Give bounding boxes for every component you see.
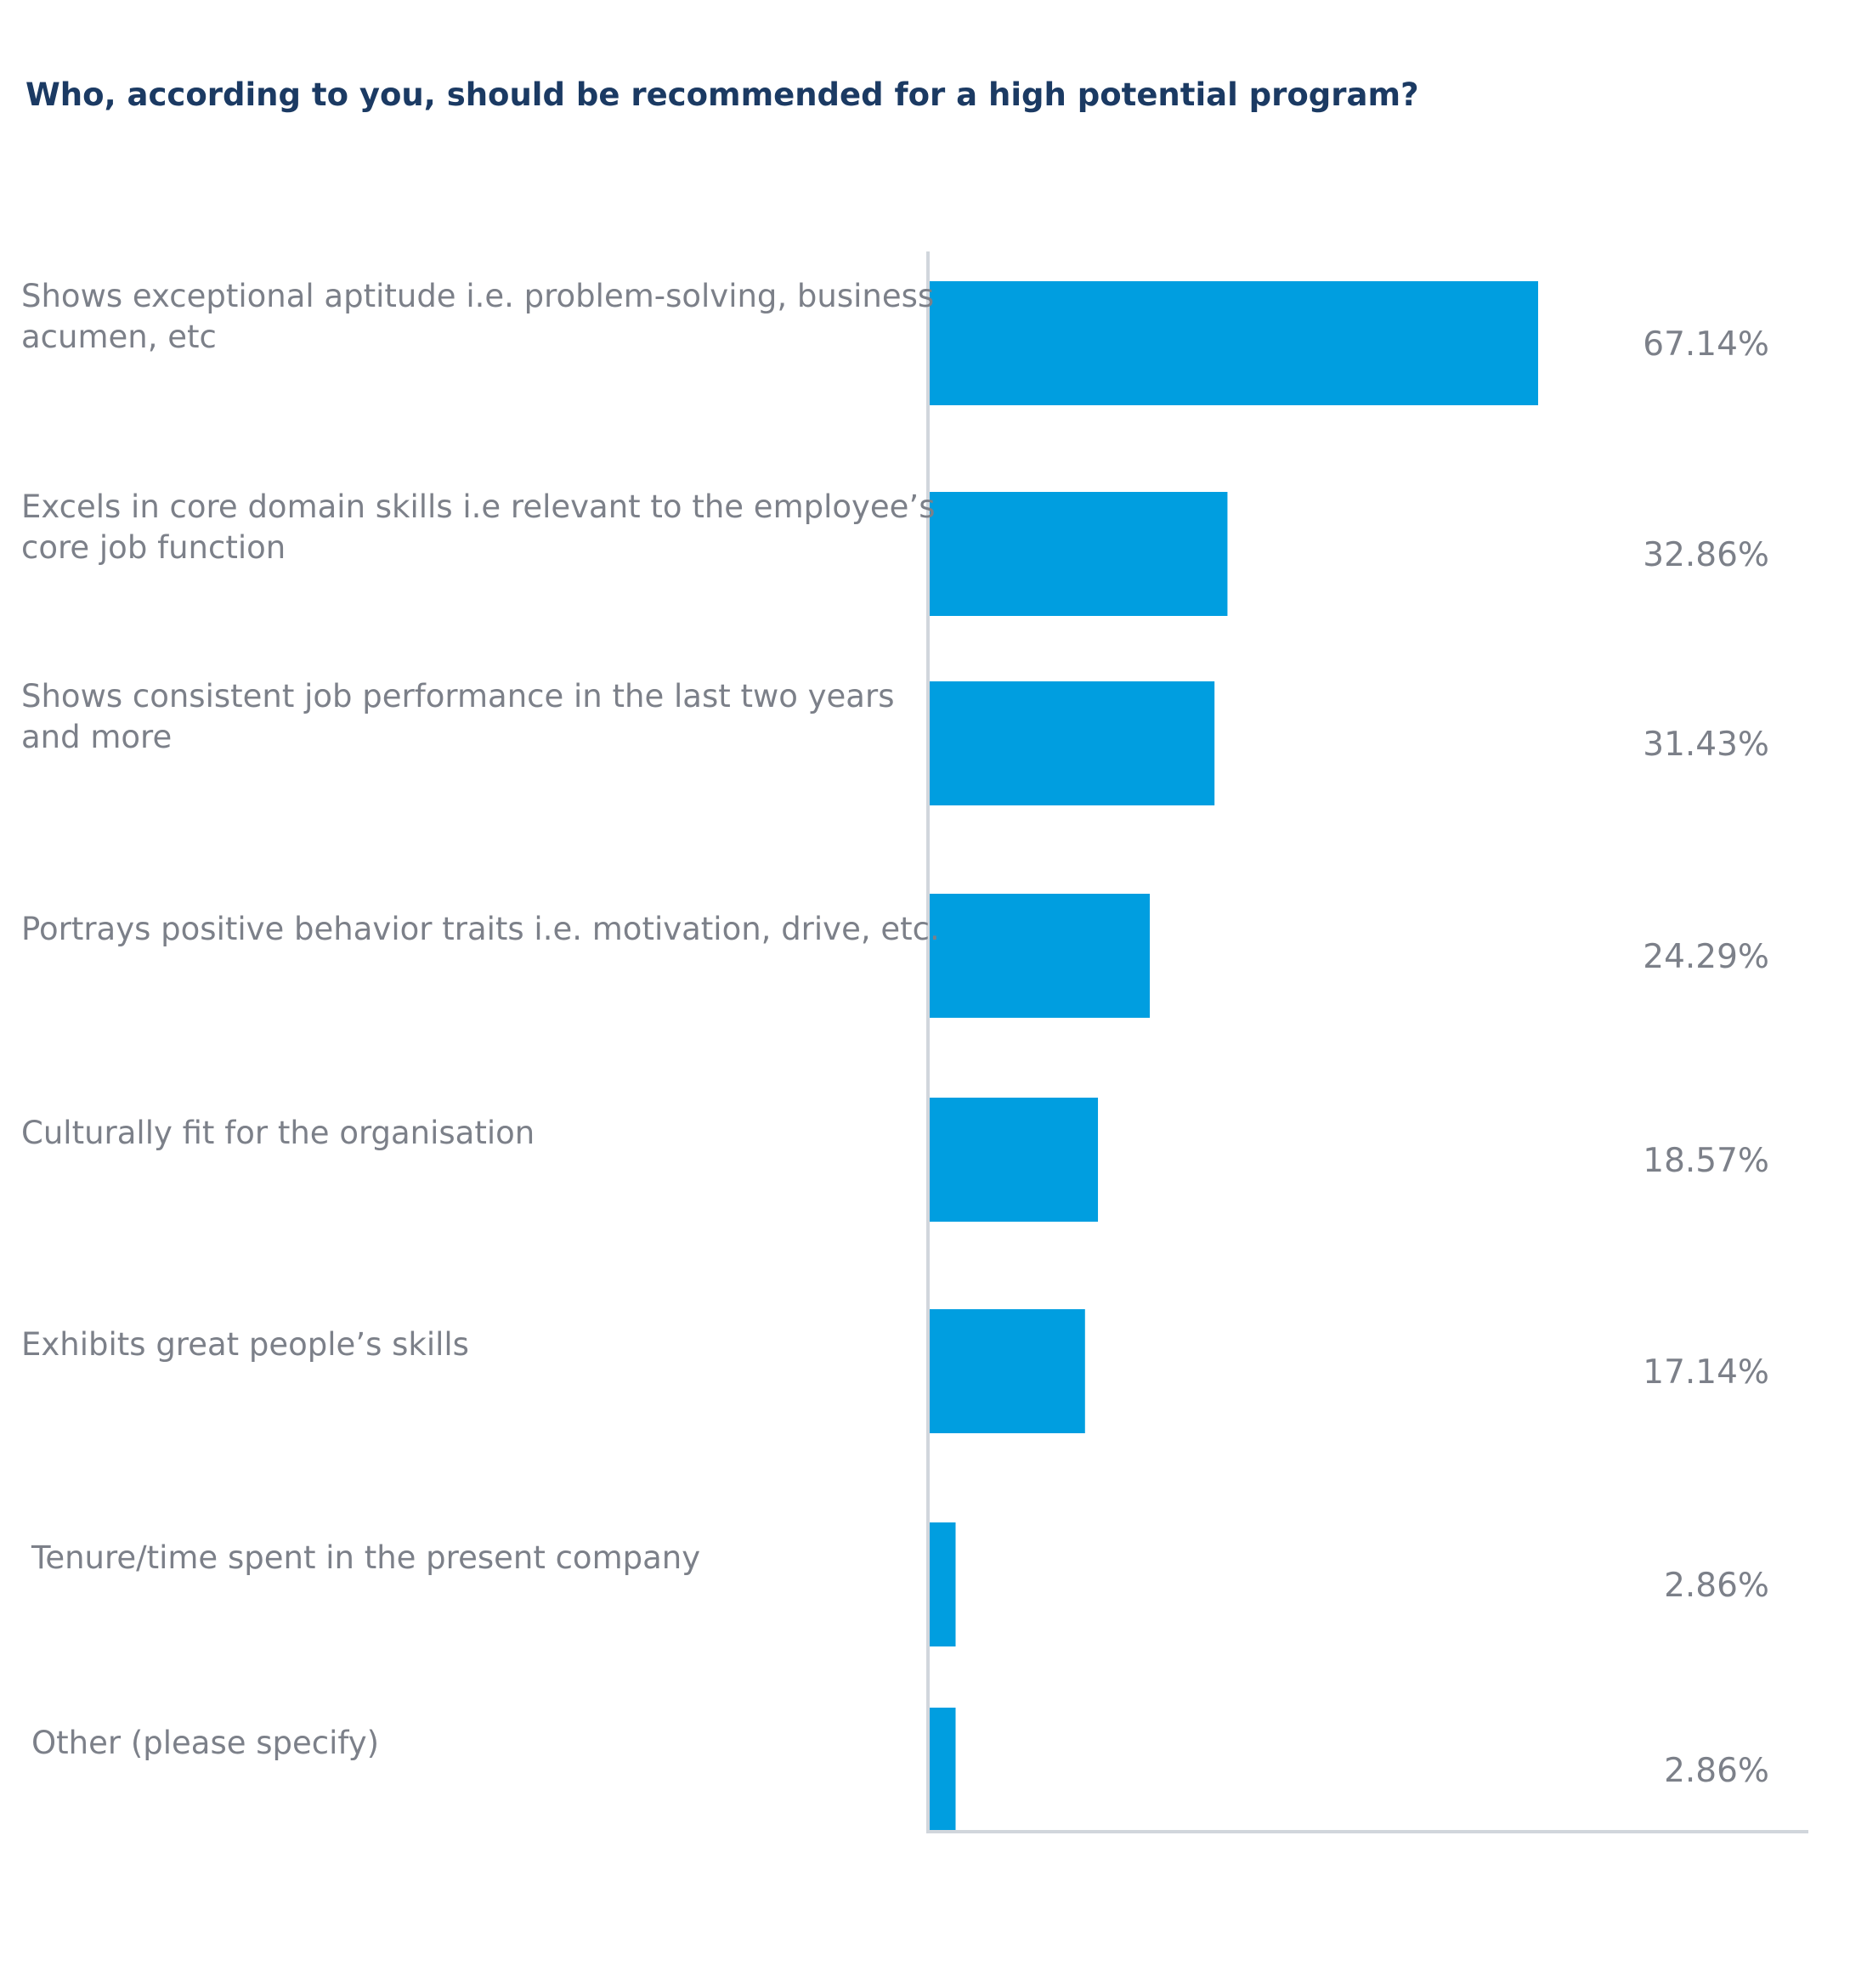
category-label-shows-consistent-job-performance-in-the-: Shows consistent job performance in the …	[21, 678, 894, 755]
bar-excels-in-core-domain-skills-i-e-relevan	[930, 492, 1228, 616]
bars-layer	[930, 281, 1538, 1832]
category-label-other-please-specify: Other (please specify)	[31, 1725, 379, 1761]
category-labels: Shows exceptional aptitude i.e. problem-…	[21, 278, 940, 1761]
value-labels: 67.14% 32.86% 31.43% 24.29% 18.57% 17.14% 2.86…	[1643, 325, 1769, 1790]
value-label-culturally-fit-for-the-organisation: 18.57%	[1643, 1142, 1769, 1180]
bar-shows-exceptional-aptitude-i-e-problem-s	[930, 281, 1538, 405]
chart-title: Who, according to you, should be recomme…	[25, 76, 1419, 113]
bar-tenure-time-spent-in-the-present-company	[930, 1522, 956, 1646]
value-label-portrays-positive-behavior-traits-i-e-mo: 24.29%	[1643, 938, 1769, 976]
value-label-other-please-specify: 2.86%	[1664, 1752, 1769, 1790]
bar-portrays-positive-behavior-traits-i-e-mo	[930, 894, 1151, 1018]
category-label-portrays-positive-behavior-traits-i-e-mo: Portrays positive behavior traits i.e. m…	[21, 911, 940, 947]
category-label-shows-exceptional-aptitude-i-e-problem-s: Shows exceptional aptitude i.e. problem-…	[21, 278, 934, 355]
value-label-excels-in-core-domain-skills-i-e-relevan: 32.86%	[1643, 536, 1769, 574]
category-label-excels-in-core-domain-skills-i-e-relevan: Excels in core domain skills i.e relevan…	[21, 489, 935, 566]
category-label-exhibits-great-people-s-skills: Exhibits great people’s skills	[21, 1326, 469, 1363]
bar-exhibits-great-people-s-skills	[930, 1309, 1085, 1433]
value-label-shows-exceptional-aptitude-i-e-problem-s: 67.14%	[1643, 325, 1769, 364]
category-label-culturally-fit-for-the-organisation: Culturally fit for the organisation	[21, 1115, 535, 1151]
value-label-exhibits-great-people-s-skills: 17.14%	[1643, 1353, 1769, 1392]
bar-other-please-specify	[930, 1708, 956, 1832]
bar-shows-consistent-job-performance-in-the-	[930, 681, 1215, 805]
category-label-tenure-time-spent-in-the-present-company: Tenure/time spent in the present company	[31, 1539, 700, 1576]
value-label-shows-consistent-job-performance-in-the-: 31.43%	[1643, 726, 1769, 764]
value-label-tenure-time-spent-in-the-present-company: 2.86%	[1664, 1567, 1769, 1605]
bar-culturally-fit-for-the-organisation	[930, 1098, 1099, 1222]
